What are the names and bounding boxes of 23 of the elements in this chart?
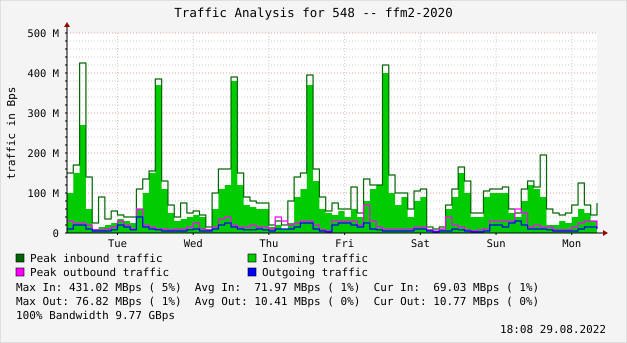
- text: 18:08 29.08.2022: [500, 323, 606, 336]
- y-tick-label: 200 M: [27, 148, 59, 160]
- text: Max In: 431.02 MBps ( 5%) Avg In: 71.97 MBps ( 1%) Cur In: 69.03 MBps ( 1%): [16, 281, 540, 294]
- y-axis-title: traffic in Bps: [5, 86, 18, 180]
- x-tick-label: Sat: [410, 238, 430, 250]
- x-tick-label: Fri: [335, 238, 354, 250]
- y-tick-label: 300 M: [27, 108, 59, 120]
- legend-label: Incoming traffic: [262, 252, 368, 265]
- x-tick-label: Thu: [259, 238, 278, 250]
- x-tick-label: Wed: [184, 238, 203, 250]
- x-tick-label: Mon: [562, 238, 582, 250]
- text: Max Out: 76.82 MBps ( 1%) Avg Out: 10.41 MBps ( 0%) Cur Out: 10.77 MBps ( 0%): [16, 295, 540, 308]
- y-tick-label: 100 M: [27, 188, 59, 200]
- y-tick-label: 500 M: [27, 28, 59, 40]
- legend-label: Peak inbound traffic: [30, 252, 162, 265]
- y-tick-label: 400 M: [27, 68, 59, 80]
- legend-label: Outgoing traffic: [262, 266, 368, 279]
- x-tick-label: Sun: [486, 238, 506, 250]
- text: 100% Bandwidth 9.77 GBps: [16, 309, 175, 322]
- legend-label: Peak outbound traffic: [30, 266, 170, 279]
- x-tick-label: Tue: [108, 238, 127, 250]
- chart-title: Traffic Analysis for 548 -- ffm2-2020: [174, 5, 453, 20]
- y-tick-label: 0: [52, 228, 59, 240]
